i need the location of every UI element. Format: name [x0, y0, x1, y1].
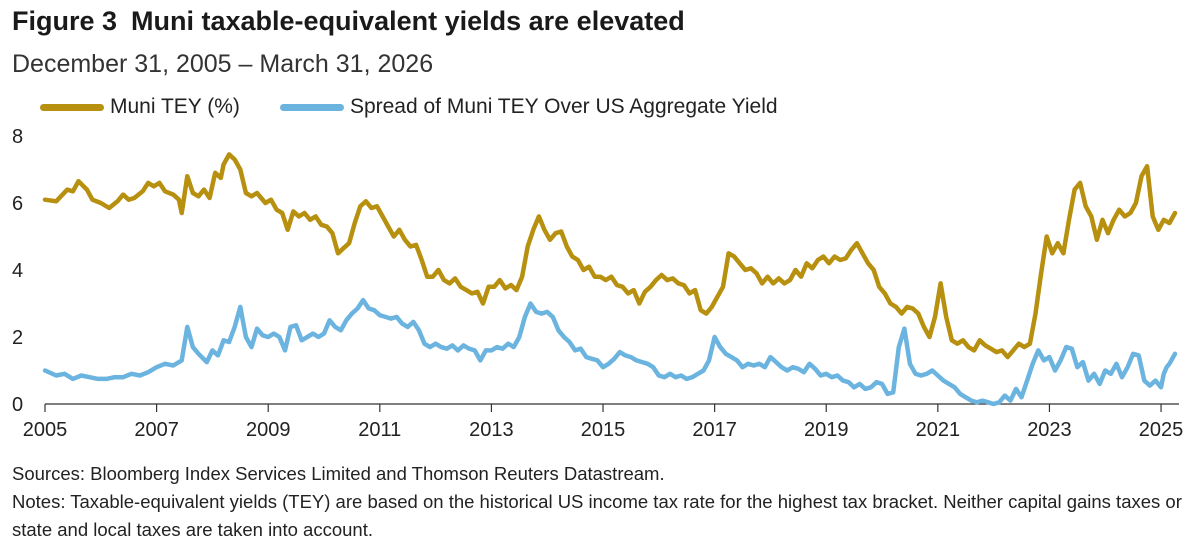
- sources-text: Sources: Bloomberg Index Services Limite…: [12, 463, 665, 484]
- legend-label-spread: Spread of Muni TEY Over US Aggregate Yie…: [349, 95, 778, 118]
- figure-label: Figure 3: [12, 6, 118, 36]
- footer-notes: Sources: Bloomberg Index Services Limite…: [12, 460, 1192, 544]
- series-line-muni-tey: [42, 152, 1178, 360]
- x-tick-label-2013: 2013: [469, 419, 514, 441]
- y-tick-label-0: 0: [12, 394, 23, 416]
- y-tick-label-6: 6: [12, 193, 23, 215]
- legend: Muni TEY (%) Spread of Muni TEY Over US …: [40, 92, 818, 122]
- y-tick-label-2: 2: [12, 327, 23, 349]
- y-tick-label-4: 4: [12, 260, 23, 282]
- line-chart: 0 2 4 6 8 2005 2007 2009 2011 2013 2015 2017 2019 202…: [12, 126, 1184, 441]
- x-tick-label-2025: 2025: [1139, 419, 1184, 441]
- x-tick-label-2005: 2005: [23, 419, 68, 441]
- x-tick-label-2021: 2021: [916, 419, 961, 441]
- chart-subtitle: December 31, 2005 – March 31, 2026: [12, 50, 434, 78]
- x-tick-label-2011: 2011: [358, 419, 401, 441]
- x-tick-label-2015: 2015: [581, 419, 626, 441]
- notes-text: Notes: Taxable-equivalent yields (TEY) a…: [12, 491, 1182, 540]
- x-tick-label-2023: 2023: [1027, 419, 1072, 441]
- title-text: Muni taxable-equivalent yields are eleva…: [131, 6, 685, 36]
- y-tick-label-8: 8: [12, 126, 23, 148]
- legend-item-spread: Spread of Muni TEY Over US Aggregate Yie…: [279, 95, 778, 119]
- x-tick-label-2009: 2009: [246, 419, 291, 441]
- legend-label-muni-tey: Muni TEY (%): [110, 95, 240, 118]
- legend-item-muni-tey: Muni TEY (%): [40, 95, 240, 119]
- legend-swatch-muni-tey: [40, 103, 104, 111]
- series-line-spread: [42, 297, 1178, 407]
- x-tick-label-2007: 2007: [134, 419, 179, 441]
- legend-swatch-spread: [279, 103, 344, 111]
- x-tick-label-2019: 2019: [804, 419, 849, 441]
- chart-title: Figure 3 Muni taxable-equivalent yields a…: [12, 6, 685, 37]
- x-tick-label-2017: 2017: [692, 419, 737, 441]
